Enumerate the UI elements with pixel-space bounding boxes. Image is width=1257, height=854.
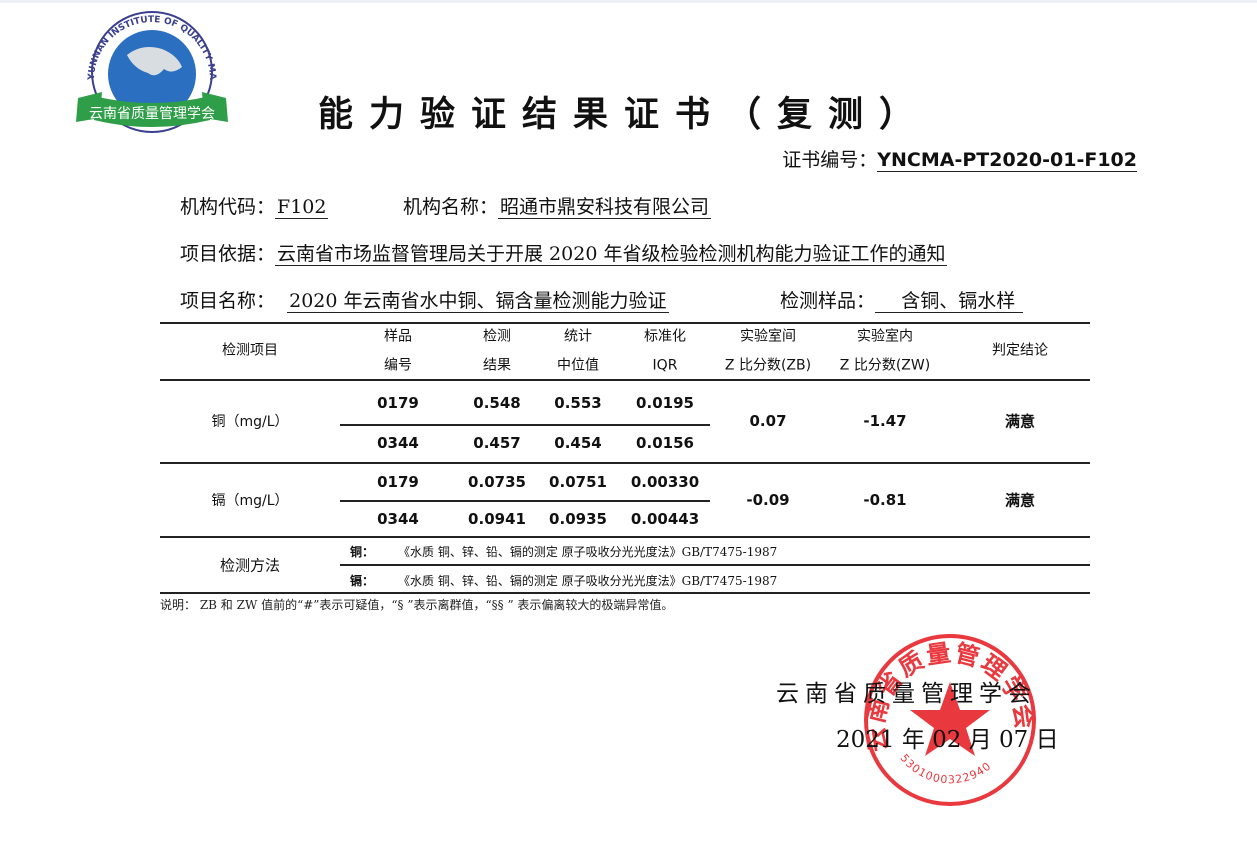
table-cell: 0.0156 <box>636 434 694 452</box>
zb-score: 0.07 <box>749 412 787 430</box>
table-cell: 0.454 <box>554 434 602 452</box>
row-divider <box>340 424 710 426</box>
table-cell: 0.457 <box>473 434 521 452</box>
org-code: 机构代码： F102 <box>180 196 329 219</box>
column-header: Z 比分数(ZB) <box>724 357 812 374</box>
column-header: 检测 <box>483 328 511 345</box>
column-header: IQR <box>652 357 678 374</box>
column-header: 样品 <box>384 328 412 345</box>
column-header: 中位值 <box>557 357 599 374</box>
table-cell: 0.0751 <box>549 473 607 491</box>
table-cell: 0179 <box>377 473 419 491</box>
item-name: 镉（mg/L） <box>211 493 289 509</box>
seal-number: 5301000322940 <box>898 752 993 787</box>
zw-score: -1.47 <box>863 412 907 430</box>
issuer-name: 云南省质量管理学会 <box>776 681 1037 707</box>
page-title: 能力验证结果证书（复测） <box>318 95 931 135</box>
column-header: 标准化 <box>644 328 686 345</box>
table-header-rule <box>160 379 1090 381</box>
method-label: 检测方法 <box>219 556 281 575</box>
table-cell: 0.548 <box>473 394 521 412</box>
column-header: 编号 <box>384 357 412 374</box>
table-cell: 0.0935 <box>549 510 607 528</box>
test-sample: 检测样品： 含铜、镉水样 <box>780 286 1024 313</box>
table-cell: 0.0735 <box>468 473 526 491</box>
row-divider <box>340 500 710 502</box>
top-border <box>0 0 1257 3</box>
logo-cn-text: 云南省质量管理学会 <box>89 106 215 122</box>
zw-score: -0.81 <box>863 491 907 509</box>
methods-top-rule <box>160 536 1090 538</box>
table-bottom-rule <box>160 592 1090 594</box>
footnote: 说明： ZB 和 ZW 值前的“#”表示可疑值，“§ ”表示离群值，“§§ ” … <box>160 598 674 612</box>
column-header: Z 比分数(ZW) <box>839 357 931 374</box>
column-header: 统计 <box>564 328 592 345</box>
column-header: 实验室间 <box>740 328 796 345</box>
org-name: 机构名称： 昭通市鼎安科技有限公司 <box>403 196 712 219</box>
official-seal: 云南省质量管理学会 5301000322940 <box>861 634 1037 806</box>
conclusion: 满意 <box>1004 412 1036 431</box>
project-basis: 项目依据： 云南省市场监督管理局关于开展 2020 年省级检验检测机构能力验证工作… <box>180 243 948 266</box>
item-name: 铜（mg/L） <box>211 414 289 430</box>
column-header: 实验室内 <box>857 328 913 345</box>
table-cell: 0344 <box>377 510 419 528</box>
column-header: 判定结论 <box>992 342 1048 359</box>
conclusion: 满意 <box>1004 491 1036 510</box>
method-row-cd: 镉： 《水质 铜、锌、铅、镉的测定 原子吸收分光光度法》GB/T7475-1987 <box>350 574 778 588</box>
project-name: 项目名称： 2020 年云南省水中铜、镉含量检测能力验证 <box>180 290 669 313</box>
method-row-cu: 铜： 《水质 铜、锌、铅、镉的测定 原子吸收分光光度法》GB/T7475-1987 <box>350 545 778 559</box>
table-cell: 0.0941 <box>468 510 526 528</box>
star-icon <box>910 682 990 756</box>
column-header: 结果 <box>483 357 511 374</box>
institute-logo: YUNNAN INSTITUTE OF QUALITY MANAGEMENT 云… <box>72 10 228 133</box>
certificate-number: 证书编号：YNCMA-PT2020-01-F102 <box>782 149 1137 172</box>
table-cell: 0344 <box>377 434 419 452</box>
column-header: 检测项目 <box>222 342 278 359</box>
table-top-rule <box>160 322 1090 324</box>
method-divider <box>340 564 1090 566</box>
group-divider <box>160 462 1090 464</box>
table-cell: 0179 <box>377 394 419 412</box>
issue-date: 2021 年 02 月 07 日 <box>836 727 1059 753</box>
table-cell: 0.00330 <box>630 473 700 491</box>
table-cell: 0.00443 <box>630 510 700 528</box>
zb-score: -0.09 <box>746 491 790 509</box>
table-cell: 0.553 <box>554 394 602 412</box>
table-cell: 0.0195 <box>636 394 694 412</box>
svg-text:5301000322940: 5301000322940 <box>898 752 994 787</box>
